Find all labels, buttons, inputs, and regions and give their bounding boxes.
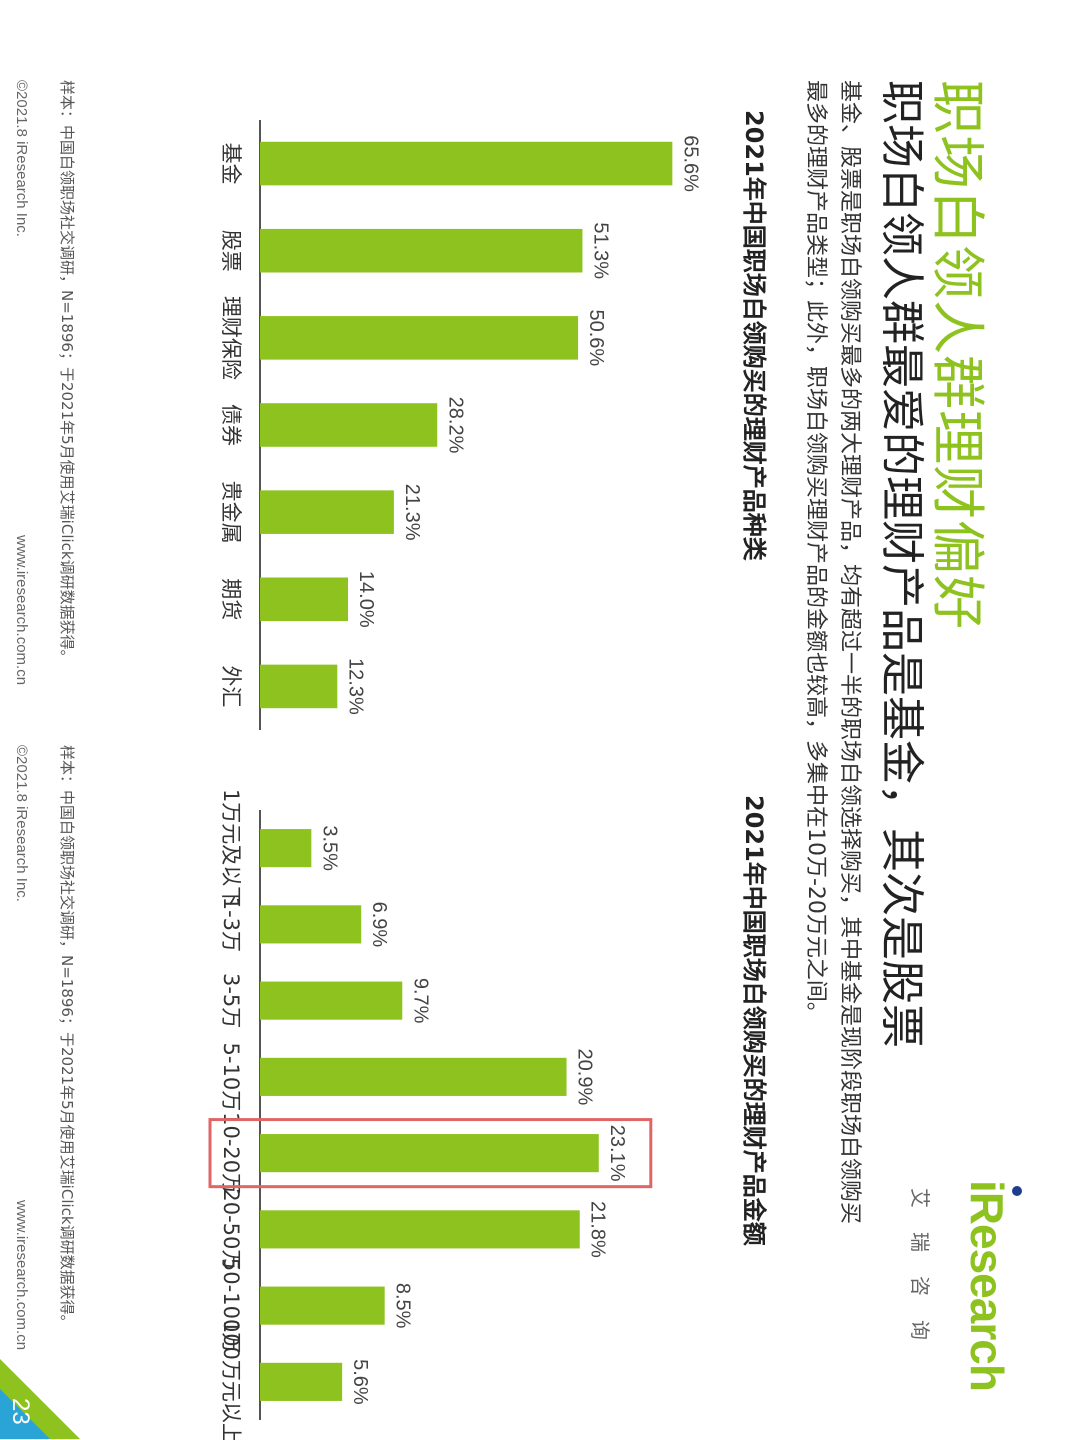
- category-tick-label: 5-10万: [219, 1043, 243, 1112]
- category-tick-label: 基金: [219, 143, 243, 185]
- logo-chinese-name: 艾瑞咨询: [908, 1188, 932, 1364]
- bar: [259, 1286, 385, 1325]
- bar: [260, 664, 338, 709]
- bar: [260, 981, 403, 1020]
- bar: [259, 141, 673, 186]
- page-description: 基金、股票是职场白领购买最多的两大理财产品，均有超过一半的职场白领选择购买，其中…: [803, 80, 862, 1225]
- bar: [259, 228, 583, 273]
- bar: [260, 1134, 599, 1173]
- bar: [260, 1362, 343, 1401]
- data-label: 21.3%: [401, 484, 423, 541]
- chart-title-purchase-amount: 2021年中国职场白领购买的理财产品金额: [740, 795, 768, 1246]
- category-tick-label: 10-20万: [219, 1112, 243, 1194]
- category-tick-label: 债券: [219, 404, 243, 446]
- chart-purchase-amount: 3.5% 1万元及以下 6.9% 1-3万 9.7% 3-5万 20.9% 5-10万 23.1…: [208, 790, 653, 1440]
- bar: [260, 905, 362, 944]
- data-label: 3.5%: [318, 825, 340, 871]
- category-tick-label: 外汇: [219, 665, 243, 707]
- category-tick-label: 20-50万: [219, 1188, 243, 1270]
- data-label: 51.3%: [589, 222, 611, 279]
- bar: [260, 1057, 567, 1096]
- data-label: 65.6%: [679, 135, 701, 192]
- category-tick-label: 100万元以上: [219, 1320, 243, 1440]
- bar: [260, 577, 348, 622]
- data-label: 12.3%: [344, 658, 366, 715]
- website-link[interactable]: www.iresearch.com.cn: [13, 535, 30, 686]
- category-tick-label: 贵金属: [219, 481, 243, 544]
- chart-product-types: 65.6% 基金 51.3% 股票 50.6% 理财保险 28.2% 债券 21.3% 贵金属 14…: [219, 120, 701, 730]
- category-tick-label: 1-3万: [219, 897, 243, 952]
- bar: [260, 316, 579, 360]
- copyright-text: ©2021.8 iResearch Inc.: [13, 80, 30, 237]
- bar: [260, 490, 394, 534]
- sample-note: 样本：中国白领职场社交调研，N=1896；于2021年5月使用艾瑞iClick调…: [58, 745, 76, 1330]
- data-label: 20.9%: [574, 1049, 596, 1106]
- data-label: 28.2%: [444, 397, 466, 454]
- bar: [260, 1210, 580, 1249]
- bar: [260, 403, 438, 447]
- page-subtitle: 职场白领人群最爱的理财产品是基金，其次是股票: [876, 80, 927, 1048]
- category-tick-label: 1万元及以下: [219, 790, 243, 907]
- corner-decoration: [0, 1359, 80, 1439]
- data-label: 6.9%: [368, 902, 390, 948]
- data-label: 50.6%: [585, 309, 607, 366]
- category-tick-label: 股票: [219, 230, 243, 272]
- highlight-box: [208, 1118, 653, 1189]
- category-tick-label: 理财保险: [219, 296, 243, 380]
- category-tick-label: 期货: [219, 578, 243, 620]
- data-label: 5.6%: [349, 1359, 371, 1405]
- bar: [260, 829, 312, 868]
- data-label: 14.0%: [355, 571, 377, 628]
- data-label: 21.8%: [587, 1201, 609, 1258]
- data-label: 8.5%: [392, 1283, 414, 1329]
- logo-wordmark: iResearch: [961, 1180, 1013, 1391]
- data-label: 9.7%: [409, 978, 431, 1024]
- data-label: 23.1%: [606, 1125, 628, 1182]
- sample-note: 样本：中国白领职场社交调研，N=1896；于2021年5月使用艾瑞iClick调…: [58, 80, 76, 665]
- category-tick-label: 50-100万: [219, 1258, 243, 1353]
- chart-title-product-types: 2021年中国职场白领购买的理财产品种类: [740, 110, 768, 561]
- iresearch-logo: iResearch 艾瑞咨询: [882, 1180, 1022, 1391]
- copyright-text: ©2021.8 iResearch Inc.: [13, 745, 30, 902]
- category-tick-label: 3-5万: [219, 973, 243, 1028]
- website-link[interactable]: www.iresearch.com.cn: [13, 1200, 30, 1351]
- page-number: 23: [7, 1398, 34, 1425]
